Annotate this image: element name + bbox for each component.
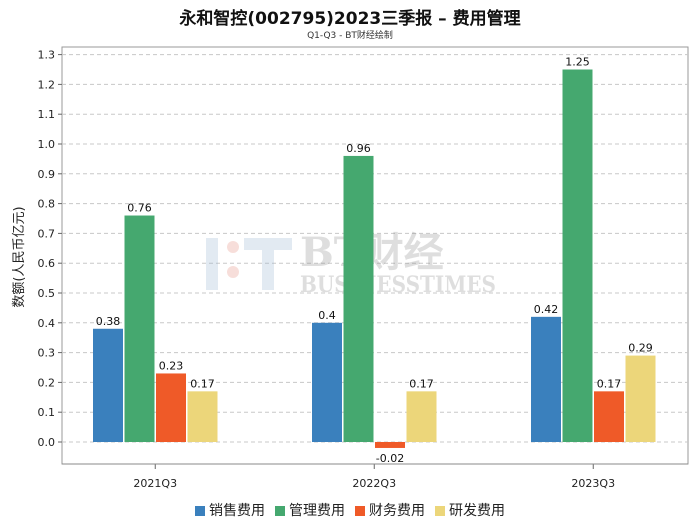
y-tick-label: 0.1: [38, 406, 56, 419]
data-label: 0.17: [190, 377, 215, 390]
bar: [343, 155, 374, 443]
x-tick-label: 2021Q3: [133, 477, 177, 490]
watermark-logo-bar: [206, 238, 218, 290]
data-label: -0.02: [376, 452, 404, 465]
bar-series: [93, 69, 656, 448]
y-tick-label: 0.4: [38, 317, 56, 330]
y-tick-label: 1.3: [38, 49, 56, 62]
legend-label: 销售费用: [209, 503, 265, 519]
chart-subtitle: Q1-Q3 - BT财经绘制: [307, 31, 393, 41]
watermark-logo-dot: [227, 241, 239, 253]
y-axis-label: 数额(人民币亿元): [12, 206, 27, 307]
bar: [156, 373, 186, 442]
watermark-logo-dot: [227, 266, 239, 278]
bar: [187, 391, 218, 442]
data-label: 0.38: [96, 315, 121, 328]
bar: [93, 328, 123, 442]
legend-item: 管理费用: [275, 500, 345, 520]
bar: [375, 442, 405, 448]
legend-item: 财务费用: [355, 500, 425, 520]
watermark: BT财经 BUSINESSTIMES: [206, 229, 496, 298]
legend-swatch: [195, 506, 205, 516]
x-axis: 2021Q3 2022Q3 2023Q3: [62, 463, 688, 490]
legend-item: 销售费用: [195, 500, 265, 520]
data-label: 0.42: [534, 303, 559, 316]
bar: [594, 391, 624, 442]
data-label: 0.23: [159, 359, 184, 372]
data-label: 0.96: [346, 142, 371, 155]
legend-label: 管理费用: [289, 503, 345, 519]
legend: 销售费用 管理费用 财务费用 研发费用: [0, 500, 700, 520]
bar: [531, 316, 561, 442]
legend-label: 财务费用: [369, 503, 425, 519]
legend-item: 研发费用: [435, 500, 505, 520]
data-label: 0.17: [597, 377, 622, 390]
data-label: 0.17: [409, 377, 434, 390]
bar: [406, 391, 437, 442]
data-label: 0.76: [127, 202, 152, 215]
y-tick-label: 0.6: [38, 257, 56, 270]
data-labels: 0.38 0.76 0.23 0.17 0.4 0.96 -0.02 0.17 0.42 1.25…: [96, 56, 653, 465]
y-tick-label: 0.0: [38, 436, 56, 449]
data-label: 1.25: [565, 56, 590, 69]
bar: [562, 69, 593, 442]
x-tick-label: 2023Q3: [571, 477, 615, 490]
y-tick-label: 0.2: [38, 376, 56, 389]
y-tick-label: 1.1: [38, 108, 56, 121]
bar: [124, 215, 155, 442]
legend-swatch: [355, 506, 365, 516]
y-axis: 0.0 0.1 0.2 0.3 0.4 0.5 0.6 0.7 0.8 0.9 1.0 1.1 1.2 1…: [38, 49, 62, 449]
bar: [625, 355, 656, 442]
y-tick-label: 1.0: [38, 138, 56, 151]
y-tick-label: 0.8: [38, 198, 56, 211]
x-tick-label: 2022Q3: [352, 477, 396, 490]
y-tick-label: 0.9: [38, 168, 56, 181]
y-tick-label: 0.5: [38, 287, 56, 300]
watermark-logo-bar: [244, 238, 292, 250]
chart-title: 永和智控(002795)2023三季报 – 费用管理: [179, 9, 521, 29]
legend-swatch: [435, 506, 445, 516]
legend-swatch: [275, 506, 285, 516]
y-tick-label: 1.2: [38, 78, 56, 91]
y-tick-label: 0.3: [38, 347, 56, 360]
watermark-subtext: BUSINESSTIMES: [300, 272, 496, 298]
data-label: 0.29: [628, 342, 653, 355]
data-label: 0.4: [318, 309, 336, 322]
bar: [312, 322, 342, 442]
watermark-logo-bar: [262, 250, 274, 290]
legend-label: 研发费用: [449, 503, 505, 519]
y-tick-label: 0.7: [38, 227, 56, 240]
